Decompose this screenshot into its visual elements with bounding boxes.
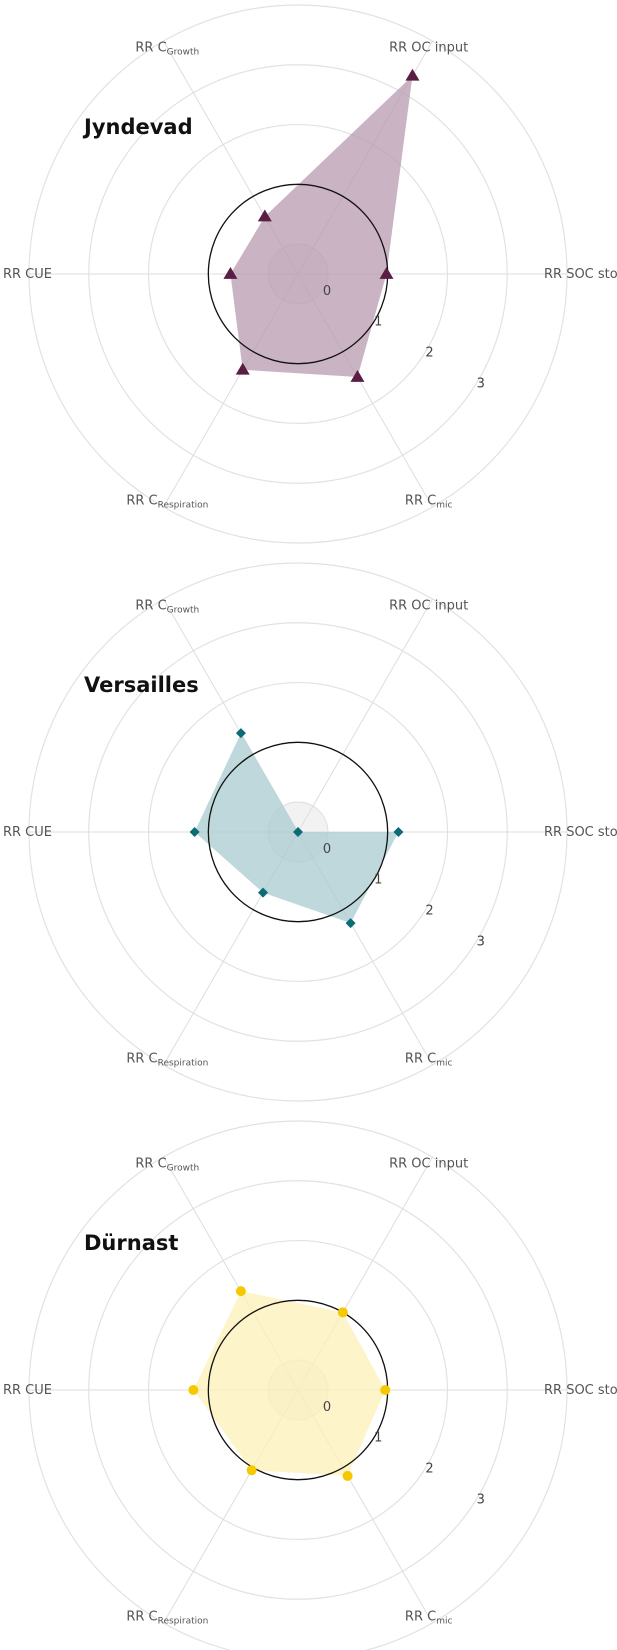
- axis-label-text: RR C: [135, 598, 166, 613]
- marker: [258, 887, 269, 898]
- axis-label: RR CRespiration: [126, 1609, 208, 1626]
- marker: [235, 728, 246, 739]
- axis-label-text: RR C: [405, 1051, 436, 1066]
- series-area: [230, 75, 413, 378]
- chart-title: Dürnast: [84, 1231, 178, 1255]
- axis-label-sub: Growth: [167, 605, 200, 615]
- marker: [380, 1385, 391, 1395]
- marker: [246, 1465, 257, 1476]
- axis-label: RR OC input: [389, 40, 468, 55]
- axis-label: RR SOC stock: [544, 825, 617, 840]
- axis-label-text: RR C: [135, 1156, 166, 1171]
- axis-label-text: RR C: [405, 493, 436, 508]
- marker: [235, 362, 250, 375]
- axis-label-sub: mic: [436, 1616, 452, 1626]
- axis-label-sub: Respiration: [158, 1058, 209, 1068]
- axis-label: RR CRespiration: [126, 493, 208, 510]
- axis-label-text: RR SOC stock: [544, 825, 617, 840]
- chart-title: Versailles: [84, 673, 199, 697]
- marker: [189, 827, 200, 837]
- axis-label: RR SOC stock: [544, 267, 617, 282]
- axis-label-sub: mic: [436, 1058, 452, 1068]
- r-tick-label: 3: [477, 934, 485, 949]
- r-tick-label: 2: [425, 904, 433, 919]
- r-tick-label: 2: [425, 1462, 433, 1477]
- r-tick-label: 0: [323, 284, 331, 299]
- r-tick-label: 3: [477, 376, 485, 391]
- axis-label-sub: mic: [436, 500, 452, 510]
- r-tick-label: 0: [323, 1400, 331, 1415]
- series-area: [194, 733, 399, 924]
- axis-label-text: RR SOC stock: [544, 267, 617, 282]
- axis-label-text: RR C: [126, 1609, 157, 1624]
- marker: [379, 267, 394, 279]
- axis-label: RR CUE: [3, 825, 52, 840]
- r-tick-label: 1: [374, 873, 382, 888]
- axis-label-text: RR C: [135, 40, 166, 55]
- axis-label-text: RR CUE: [3, 267, 52, 282]
- axis-label: RR Cmic: [405, 1609, 453, 1626]
- axis-label: RR CRespiration: [126, 1051, 208, 1068]
- axis-label-text: RR OC input: [389, 1156, 468, 1171]
- axis-label: RR OC input: [389, 1156, 468, 1171]
- axis-label-sub: Growth: [167, 1163, 200, 1173]
- axis-label-text: RR CUE: [3, 825, 52, 840]
- axis-label-sub: Growth: [167, 47, 200, 57]
- axis-label-sub: Respiration: [158, 500, 209, 510]
- marker: [235, 1286, 246, 1297]
- axis-label-text: RR CUE: [3, 1383, 52, 1398]
- marker: [350, 370, 365, 382]
- axis-label-text: RR SOC stock: [544, 1383, 617, 1398]
- chart-title: Jyndevad: [82, 115, 193, 139]
- axis-label-text: RR C: [405, 1609, 436, 1624]
- axis-label: RR CUE: [3, 267, 52, 282]
- marker: [257, 209, 272, 222]
- axis-label: RR CGrowth: [135, 1156, 199, 1173]
- axis-spoke: [163, 598, 299, 833]
- r-tick-label: 3: [477, 1492, 485, 1507]
- marker: [342, 1470, 353, 1481]
- axis-label: RR CGrowth: [135, 40, 199, 57]
- series-area: [193, 1291, 386, 1476]
- axis-label: RR SOC stock: [544, 1383, 617, 1398]
- r-tick-label: 1: [374, 1431, 382, 1446]
- axis-label: RR CUE: [3, 1383, 52, 1398]
- axis-label: RR Cmic: [405, 1051, 453, 1068]
- axis-label-text: RR C: [126, 1051, 157, 1066]
- axis-label: RR OC input: [389, 598, 468, 613]
- reference-ring: [207, 741, 389, 923]
- axis-label-text: RR OC input: [389, 598, 468, 613]
- axis-label: RR CGrowth: [135, 598, 199, 615]
- axis-label-text: RR C: [126, 493, 157, 508]
- axis-spoke: [297, 598, 433, 833]
- marker: [345, 918, 356, 929]
- r-tick-label: 2: [425, 346, 433, 361]
- marker: [405, 68, 420, 81]
- r-tick-label: 0: [323, 842, 331, 857]
- r-tick-label: 1: [374, 315, 382, 330]
- marker: [337, 1307, 348, 1318]
- marker: [293, 827, 303, 837]
- axis-label-text: RR OC input: [389, 40, 468, 55]
- marker: [223, 267, 238, 279]
- marker: [188, 1385, 199, 1395]
- axis-label: RR Cmic: [405, 493, 453, 510]
- marker: [393, 827, 404, 837]
- axis-label-sub: Respiration: [158, 1616, 209, 1626]
